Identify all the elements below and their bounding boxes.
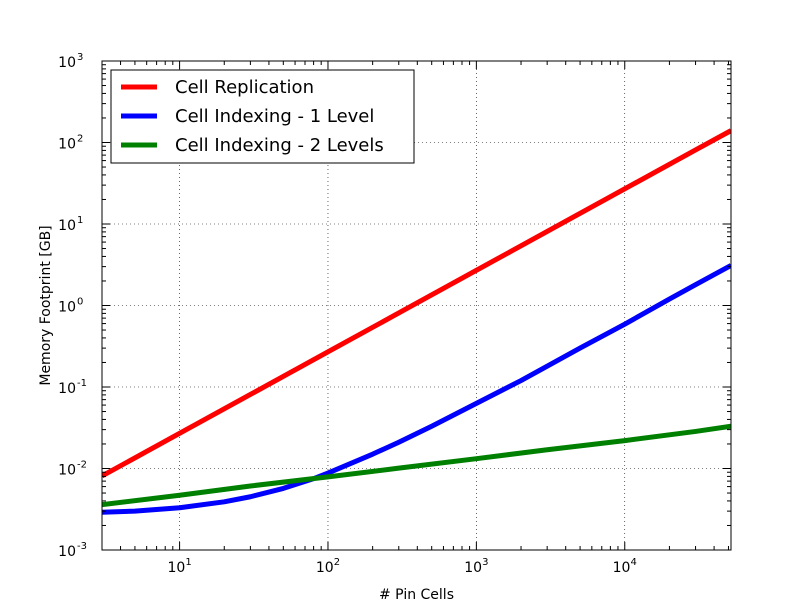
y-tick-base: 10 — [58, 137, 76, 153]
x-tick-exponent: 2 — [334, 557, 340, 568]
x-tick-base: 10 — [613, 560, 631, 576]
y-tick-label: 10 — [58, 218, 76, 234]
y-tick-base: 10 — [58, 55, 76, 71]
x-tick-exponent: 1 — [185, 557, 191, 568]
grid — [102, 61, 731, 550]
y-tick-base: 10 — [58, 381, 76, 397]
x-tick-base: 10 — [316, 560, 334, 576]
x-tick-label: 101 — [167, 557, 191, 576]
axis-ticks — [102, 60, 731, 551]
y-tick-label: 10 — [58, 300, 76, 316]
y-tick-base: 10 — [58, 463, 76, 479]
x-tick-base: 10 — [167, 560, 185, 576]
legend: Cell Replication Cell Indexing - 1 Level C… — [110, 69, 415, 164]
y-tick-exponent: -3 — [77, 541, 87, 552]
series-lines — [102, 128, 731, 515]
y-tick-exponent: -1 — [77, 378, 87, 389]
y-tick-exponent: 2 — [77, 134, 83, 145]
y-tick-base: 10 — [58, 544, 76, 560]
x-tick-base: 10 — [464, 560, 482, 576]
x-tick-label: 103 — [464, 557, 488, 576]
series-line-2 — [102, 263, 731, 515]
y-tick-exponent: 0 — [77, 297, 83, 308]
series-line-3 — [102, 423, 731, 508]
legend-label-3: Cell Indexing - 2 Levels — [175, 135, 384, 156]
legend-box — [110, 69, 415, 164]
y-tick-label: 10 — [58, 463, 76, 479]
y-tick-exponent: 3 — [77, 52, 83, 63]
y-tick-base: 10 — [58, 218, 76, 234]
y-tick-label: 10 — [58, 544, 76, 560]
x-tick-exponent: 4 — [630, 557, 636, 568]
legend-label-1: Cell Replication — [175, 77, 314, 98]
legend-label-2: Cell Indexing - 1 Level — [175, 106, 374, 127]
x-tick-exponent: 3 — [482, 557, 488, 568]
y-tick-label: 10 — [58, 137, 76, 153]
series-line-1 — [102, 128, 731, 479]
x-tick-label: 102 — [316, 557, 340, 576]
y-tick-exponent: 1 — [77, 215, 83, 226]
y-axis-label: Memory Footprint [GB] — [38, 225, 54, 385]
x-tick-label: 104 — [613, 557, 637, 576]
x-axis-label: # Pin Cells — [379, 587, 454, 603]
plot-area — [102, 128, 731, 515]
y-tick-base: 10 — [58, 300, 76, 316]
y-tick-label: 10 — [58, 55, 76, 71]
y-tick-label: 10 — [58, 381, 76, 397]
y-tick-exponent: -2 — [77, 460, 87, 471]
